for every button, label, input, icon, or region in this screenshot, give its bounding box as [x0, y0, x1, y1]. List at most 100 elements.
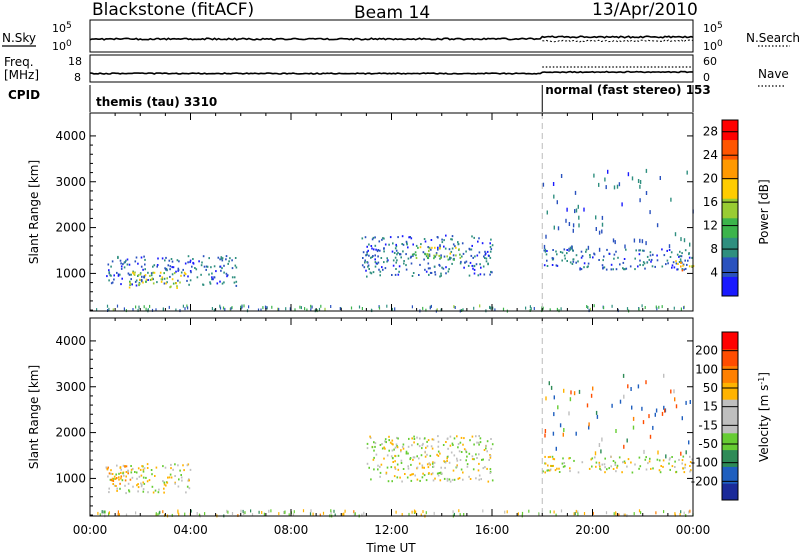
- sparse-echo-cell: [595, 215, 597, 220]
- echo-cell: [418, 457, 420, 460]
- echo-cell: [186, 464, 189, 467]
- echo-cell: [572, 249, 574, 252]
- ground-scatter-cell: [482, 509, 484, 513]
- nsearch-label: N.Search: [746, 31, 800, 45]
- echo-cell: [140, 278, 143, 281]
- echo-cell: [680, 260, 682, 263]
- echo-cell: [150, 274, 153, 277]
- echo-cell: [362, 257, 364, 259]
- echo-cell: [137, 490, 139, 493]
- echo-cell: [490, 438, 492, 440]
- echo-cell: [679, 255, 681, 258]
- colorbar-swatch: [722, 449, 738, 467]
- sparse-echo-cell: [568, 411, 570, 416]
- echo-cell: [407, 445, 410, 448]
- colorbar-swatch: [722, 217, 738, 238]
- echo-cell: [598, 461, 601, 464]
- echo-cell: [479, 437, 482, 440]
- echo-cell: [438, 472, 441, 474]
- echo-cell: [556, 253, 558, 256]
- echo-cell: [420, 243, 422, 246]
- echo-cell: [235, 266, 238, 269]
- sparse-echo-cell: [673, 389, 675, 394]
- echo-cell: [472, 468, 475, 471]
- sparse-echo-cell: [562, 432, 564, 437]
- echo-cell: [141, 275, 143, 278]
- echo-cell: [219, 265, 222, 268]
- sparse-echo-cell: [623, 444, 625, 449]
- echo-cell: [381, 443, 383, 445]
- echo-cell: [677, 263, 679, 265]
- ground-scatter-cell: [386, 304, 388, 308]
- echo-cell: [374, 442, 377, 445]
- echo-cell: [491, 244, 494, 247]
- echo-cell: [223, 281, 225, 284]
- echo-cell: [544, 462, 547, 465]
- echo-cell: [161, 278, 164, 281]
- echo-cell: [377, 249, 379, 251]
- ground-scatter-cell: [135, 511, 137, 515]
- echo-cell: [183, 271, 186, 274]
- echo-cell: [440, 272, 442, 275]
- echo-cell: [623, 258, 626, 260]
- echo-cell: [456, 465, 458, 468]
- echo-cell: [477, 469, 480, 472]
- echo-cell: [116, 464, 118, 467]
- echo-cell: [691, 458, 693, 461]
- echo-cell: [194, 267, 196, 269]
- echo-cell: [183, 274, 186, 277]
- ground-scatter-cell: [473, 306, 475, 310]
- ground-scatter-cell: [135, 305, 137, 309]
- echo-cell: [682, 455, 685, 458]
- echo-cell: [459, 459, 462, 461]
- echo-cell: [156, 281, 158, 284]
- echo-cell: [387, 259, 389, 262]
- echo-cell: [121, 479, 124, 482]
- echo-cell: [220, 269, 222, 272]
- echo-cell: [379, 465, 381, 468]
- echo-cell: [120, 468, 122, 471]
- echo-cell: [163, 272, 165, 275]
- echo-cell: [667, 262, 669, 265]
- echo-cell: [413, 441, 415, 444]
- sparse-echo-cell: [639, 198, 641, 203]
- echo-cell: [603, 255, 605, 258]
- echo-cell: [361, 237, 364, 240]
- echo-cell: [443, 245, 445, 248]
- echo-cell: [477, 274, 480, 277]
- echo-cell: [117, 257, 119, 259]
- echo-cell: [428, 472, 430, 475]
- ground-scatter-cell: [422, 306, 424, 310]
- ground-scatter-cell: [319, 513, 321, 517]
- echo-cell: [615, 250, 617, 253]
- echo-cell: [135, 256, 138, 259]
- echo-cell: [463, 448, 466, 451]
- echo-cell: [480, 478, 482, 481]
- ground-scatter-cell: [615, 512, 617, 516]
- echo-cell: [130, 278, 132, 281]
- echo-cell: [231, 267, 234, 270]
- echo-cell: [449, 435, 452, 438]
- echo-cell: [412, 458, 414, 461]
- echo-cell: [585, 250, 587, 253]
- echo-cell: [186, 485, 189, 488]
- echo-cell: [542, 470, 544, 473]
- echo-cell: [196, 276, 199, 279]
- sparse-echo-cell: [649, 210, 651, 215]
- echo-cell: [437, 450, 440, 453]
- sparse-echo-cell: [548, 381, 550, 386]
- ground-scatter-cell: [108, 512, 110, 516]
- echo-cell: [153, 264, 156, 267]
- echo-cell: [177, 269, 180, 272]
- echo-cell: [662, 465, 664, 468]
- echo-cell: [469, 478, 472, 480]
- echo-cell: [689, 455, 691, 458]
- echo-cell: [472, 267, 474, 270]
- echo-cell: [366, 442, 369, 445]
- echo-cell: [471, 458, 474, 461]
- ground-scatter-cell: [108, 511, 110, 515]
- echo-cell: [433, 257, 435, 260]
